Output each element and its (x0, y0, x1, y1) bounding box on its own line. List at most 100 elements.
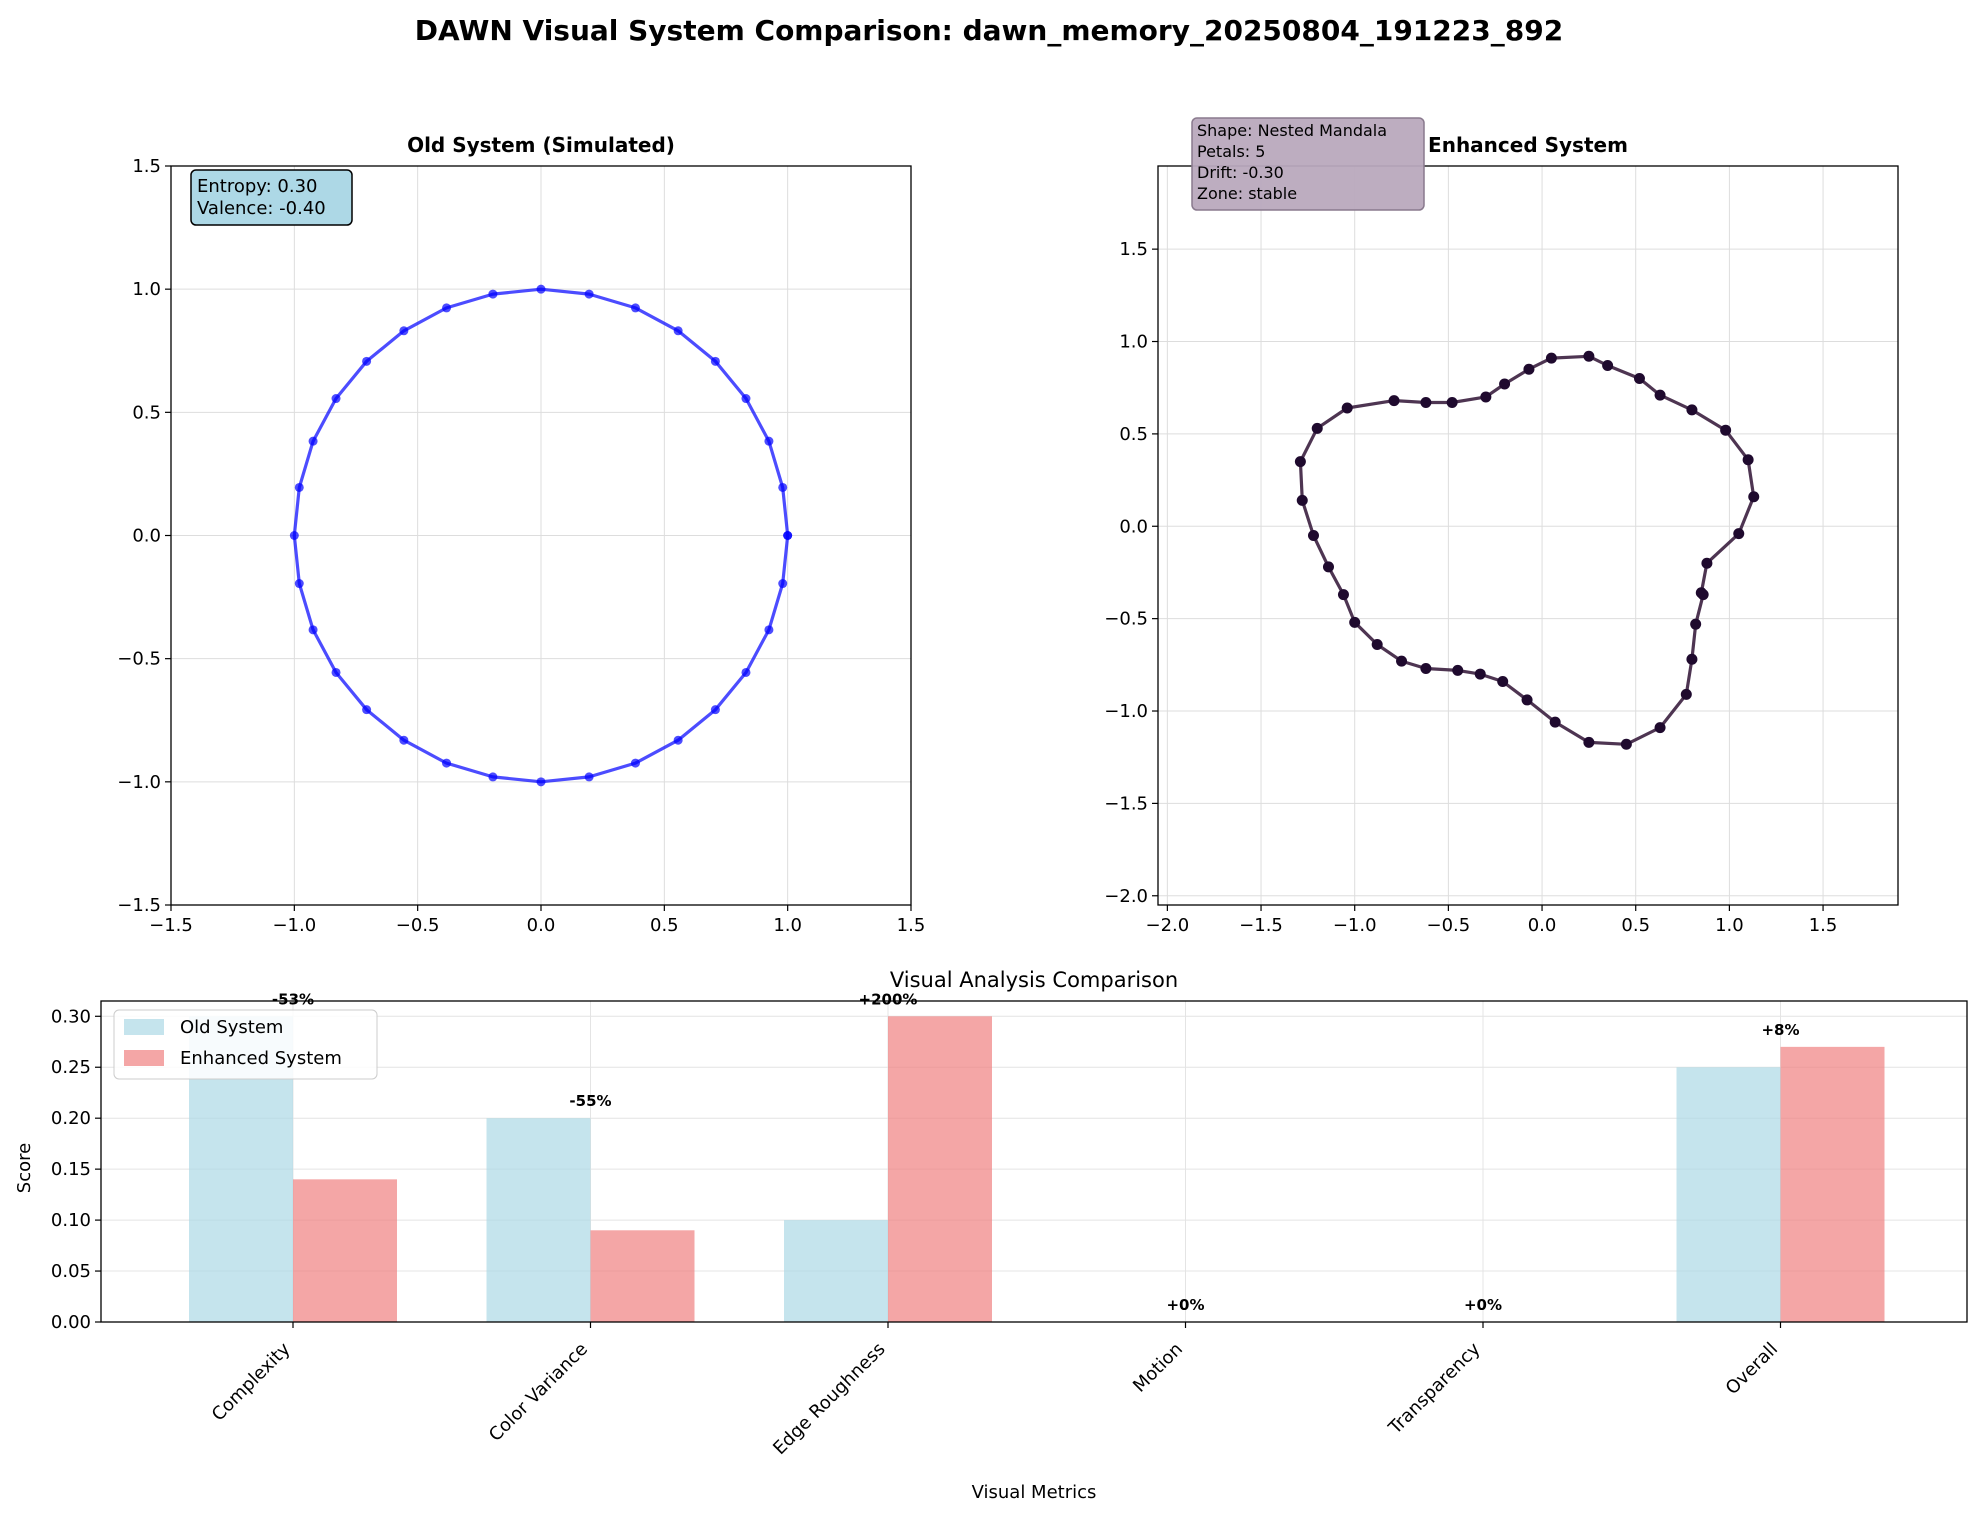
bar-enhanced-system (293, 1179, 397, 1322)
data-point (764, 436, 774, 446)
data-point (1337, 589, 1349, 601)
x-tick-label: Overall (1722, 1339, 1782, 1399)
data-point (584, 772, 594, 782)
bar-old-system (784, 1220, 888, 1322)
figure-title: DAWN Visual System Comparison: dawn_memo… (415, 14, 1563, 47)
y-tick-label: 0.30 (51, 1006, 91, 1027)
data-point (1680, 688, 1692, 700)
enhanced-system-line (1294, 350, 1760, 750)
x-tick-label: −1.0 (272, 915, 316, 936)
data-point (1690, 618, 1702, 630)
data-point (778, 579, 788, 589)
data-point (630, 303, 640, 313)
data-point (1620, 738, 1632, 750)
data-point (783, 531, 793, 540)
data-point (1523, 363, 1535, 375)
old-system-grid (170, 165, 912, 906)
plot-frame (1157, 165, 1899, 906)
data-point (294, 579, 304, 589)
bar-chart-ylabel: Score (14, 1143, 35, 1193)
x-tick-label: Color Variance (485, 1339, 592, 1446)
bar-chart-bars (189, 1016, 1885, 1322)
data-point (1545, 352, 1557, 364)
data-point (673, 326, 683, 336)
enhanced-system-title: Enhanced System (1428, 133, 1628, 157)
data-point (308, 436, 318, 446)
data-point (1311, 422, 1323, 434)
data-point (289, 531, 299, 540)
data-point (399, 735, 409, 745)
y-tick-label: 0.15 (51, 1159, 91, 1180)
enhanced-system-axes: −2.0 −1.5 −1.0 −0.5 0.0 0.5 1.0 1.5 −2.0 −1.5 −1.0… (1104, 165, 1899, 936)
y-tick-label: 0.05 (51, 1261, 91, 1282)
data-point (1686, 404, 1698, 416)
old-system-info-box: Entropy: 0.30 Valence: -0.40 (190, 169, 353, 226)
data-point (1341, 402, 1353, 414)
legend-swatch-old (124, 1019, 164, 1035)
data-point (710, 356, 720, 366)
x-tick-label: 0.0 (527, 915, 556, 936)
data-point (630, 758, 640, 768)
x-tick-label: 1.0 (773, 915, 802, 936)
data-point (1296, 494, 1308, 506)
y-tick-label: 0.0 (132, 526, 161, 547)
enhanced-system-grid (1158, 166, 1898, 905)
y-tick-label: 1.0 (132, 279, 161, 300)
data-point (362, 356, 372, 366)
data-point (1307, 530, 1319, 541)
bar-chart-xlabel: Visual Metrics (972, 1482, 1097, 1503)
data-point (536, 284, 546, 294)
x-tick-label: −1.5 (149, 915, 193, 936)
old-system-plot: Old System (Simulated) −1.5 −1.0 −0.5 0.0 0.… (117, 133, 925, 936)
data-point (1452, 664, 1464, 676)
enhanced-system-info-box: Shape: Nested Mandala Petals: 5 Drift: -… (1191, 117, 1425, 211)
data-point (1420, 663, 1432, 675)
old-system-title: Old System (Simulated) (407, 133, 675, 157)
bar-old-system (1676, 1067, 1781, 1322)
data-point (1602, 360, 1614, 372)
old-system-line (289, 284, 793, 787)
data-point (1742, 454, 1754, 466)
data-point (1294, 456, 1306, 468)
data-point (1480, 391, 1492, 403)
data-point (1499, 378, 1511, 390)
petals-label: Petals: 5 (1197, 142, 1265, 161)
y-tick-label: 0.0 (1119, 516, 1148, 537)
percent-change-label: -53% (272, 990, 314, 1008)
data-point (1583, 736, 1595, 748)
data-point (1521, 694, 1533, 706)
data-point (488, 289, 498, 299)
old-system-axes: −1.5 −1.0 −0.5 0.0 0.5 1.0 1.5 −1.5 −1.0 −0.5 0.0 0… (117, 156, 925, 936)
x-tick-label: Motion (1129, 1339, 1187, 1397)
data-point (1396, 655, 1408, 667)
data-point (584, 289, 594, 299)
y-tick-label: −0.5 (117, 649, 161, 670)
percent-change-label: +0% (1464, 1296, 1502, 1314)
x-tick-label: −0.5 (396, 915, 440, 936)
data-point (1654, 389, 1666, 401)
data-point (1322, 561, 1334, 573)
x-tick-label: 1.5 (897, 915, 926, 936)
data-point (488, 772, 498, 782)
data-point (1497, 675, 1509, 687)
shape-label: Shape: Nested Mandala (1197, 121, 1387, 140)
plot-frame (100, 1000, 1968, 1323)
data-point (778, 482, 788, 492)
data-point (1686, 653, 1698, 665)
y-tick-label: 1.5 (1119, 239, 1148, 260)
legend-label-old: Old System (180, 1017, 283, 1038)
data-point (1733, 528, 1745, 540)
zone-label: Zone: stable (1197, 184, 1297, 203)
percent-change-label: +0% (1166, 1296, 1204, 1314)
bar-old-system (486, 1118, 591, 1322)
data-point (1633, 372, 1645, 384)
data-point (710, 705, 720, 715)
data-point (331, 394, 341, 404)
legend-swatch-enhanced (124, 1050, 164, 1066)
legend-box (113, 1009, 378, 1080)
entropy-label: Entropy: 0.30 (197, 176, 318, 197)
data-point (1371, 639, 1383, 651)
bar-enhanced-system (1780, 1046, 1885, 1322)
enhanced-system-info-box-bg (1191, 117, 1425, 211)
x-tick-label: −0.5 (1427, 915, 1471, 936)
